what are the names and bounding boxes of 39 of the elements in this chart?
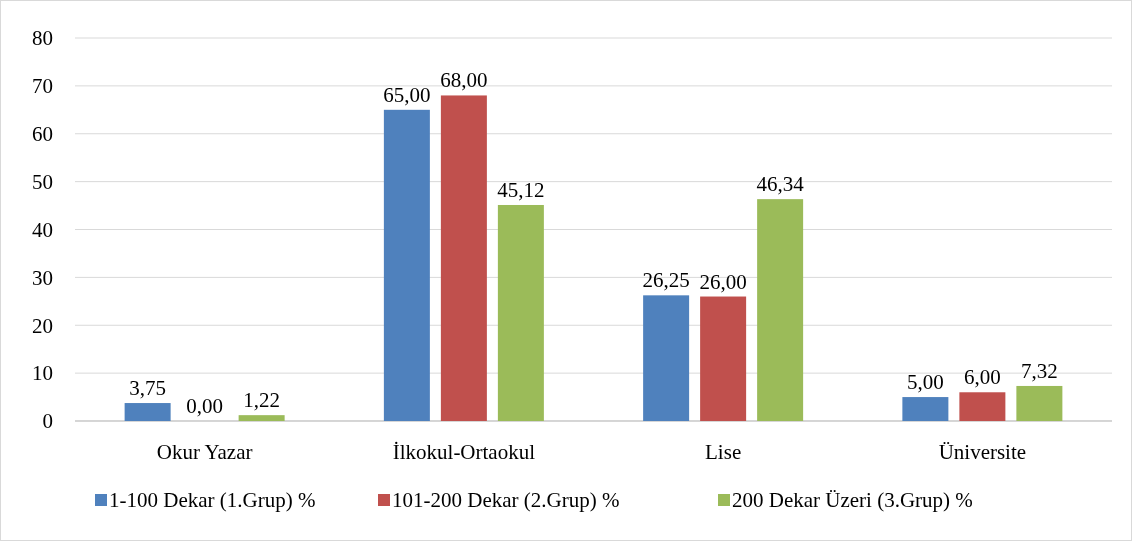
y-tick-label: 30 xyxy=(32,265,53,290)
x-tick-label: Okur Yazar xyxy=(156,440,253,464)
legend-label: 1-100 Dekar (1.Grup) % xyxy=(109,488,316,512)
data-label: 6,00 xyxy=(964,365,1001,390)
bar xyxy=(383,109,430,421)
y-tick-label: 50 xyxy=(32,169,53,194)
data-label: 68,00 xyxy=(440,68,488,93)
x-tick-label: İlkokul-Ortaokul xyxy=(392,440,536,464)
legend-label: 101-200 Dekar (2.Grup) % xyxy=(392,488,620,512)
bar xyxy=(440,95,487,421)
y-tick-label: 70 xyxy=(32,74,53,99)
y-tick-label: 60 xyxy=(32,122,53,147)
data-label: 1,22 xyxy=(243,388,280,413)
y-tick-label: 20 xyxy=(32,313,53,338)
bar xyxy=(959,392,1006,421)
bar xyxy=(700,296,747,421)
bar xyxy=(124,403,171,421)
bar xyxy=(1016,385,1063,421)
bar xyxy=(902,397,949,421)
data-label: 3,75 xyxy=(129,376,166,401)
data-label: 5,00 xyxy=(907,370,944,395)
data-label: 46,34 xyxy=(756,172,805,197)
y-tick-label: 40 xyxy=(32,217,53,242)
data-label: 65,00 xyxy=(383,82,431,107)
data-label: 26,00 xyxy=(699,269,747,294)
data-label: 0,00 xyxy=(186,394,223,418)
data-label: 26,25 xyxy=(642,268,690,293)
x-tick-label: Lise xyxy=(705,440,742,464)
data-label: 7,32 xyxy=(1021,358,1058,383)
y-tick-label: 80 xyxy=(32,26,53,51)
bar xyxy=(238,415,285,421)
y-tick-label: 10 xyxy=(32,361,53,386)
legend-label: 200 Dekar Üzeri (3.Grup) % xyxy=(732,488,973,512)
bar xyxy=(643,295,690,421)
x-tick-label: Üniversite xyxy=(938,440,1027,464)
y-tick-label: 0 xyxy=(42,409,53,434)
bar xyxy=(497,204,544,421)
bar xyxy=(757,199,804,421)
data-label: 45,12 xyxy=(497,177,545,202)
